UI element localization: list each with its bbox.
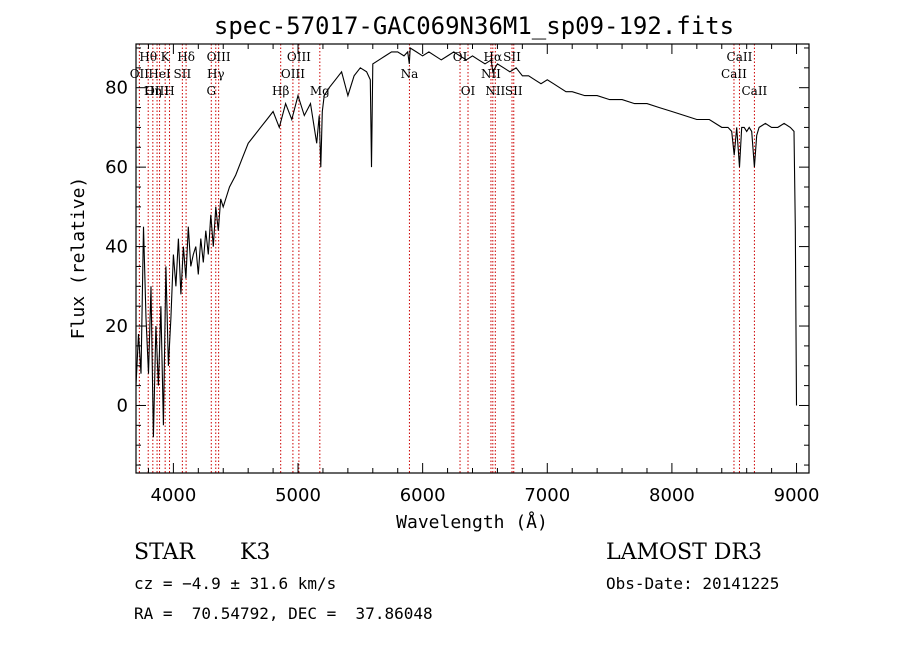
line-label-18: OI (461, 84, 476, 98)
spectral-line-labels: HθOIIOIIIHηHeIKHSIIHδGHγOIIIHβOIIIOIIIMg… (130, 50, 768, 98)
x-tick-label-2: 6000 (400, 485, 446, 506)
line-label-3: Hη (144, 84, 162, 98)
spectral-line-markers (138, 44, 755, 473)
line-label-25: CaII (727, 50, 753, 64)
line-label-10: Hγ (207, 67, 225, 81)
y-tick-label-3: 60 (105, 157, 128, 178)
line-label-23: SII (505, 84, 523, 98)
line-label-12: Hβ (272, 84, 289, 98)
obs-date: Obs-Date: 20141225 (606, 574, 780, 593)
coordinates: RA = 70.54792, DEC = 37.86048 (134, 604, 433, 623)
line-label-1: OII (130, 67, 150, 81)
y-tick-label-2: 40 (105, 237, 128, 258)
x-tick-label-5: 9000 (774, 485, 820, 506)
x-axis-label: Wavelength (Å) (396, 511, 548, 533)
line-label-7: SII (174, 67, 192, 81)
line-label-13: OIII (281, 67, 305, 81)
line-label-4: HeI (148, 67, 171, 81)
line-label-6: H (164, 84, 174, 98)
line-label-22: SII (503, 50, 521, 64)
line-label-0: Hθ (139, 50, 157, 64)
x-tick-label-1: 5000 (275, 485, 321, 506)
x-tick-label-4: 8000 (649, 485, 695, 506)
line-label-20: Hα (484, 50, 503, 64)
subclass: K3 (240, 540, 271, 565)
y-axis-ticks: 0 20 40 60 80 (105, 47, 809, 466)
line-label-2: OIII (145, 84, 169, 98)
line-label-5: K (161, 50, 171, 64)
y-axis-label: Flux (relative) (68, 177, 89, 340)
spectrum-line (135, 47, 798, 438)
object-type: STAR (134, 540, 195, 565)
line-label-14: OIII (287, 50, 311, 64)
x-tick-label-0: 4000 (150, 485, 196, 506)
line-label-16: Na (401, 67, 419, 81)
line-label-11: OIII (207, 50, 231, 64)
y-tick-label-1: 20 (105, 316, 128, 337)
line-label-26: CaII (741, 84, 767, 98)
line-label-8: Hδ (177, 50, 195, 64)
line-label-21: NII (485, 84, 505, 98)
line-label-9: G (206, 84, 216, 98)
x-axis-ticks: 4000 5000 6000 7000 8000 9000 (147, 44, 820, 506)
y-tick-label-4: 80 (105, 78, 128, 99)
x-tick-label-3: 7000 (524, 485, 570, 506)
survey-name: LAMOST DR3 (606, 540, 762, 565)
plot-frame (135, 43, 810, 474)
redshift-readout: cz = −4.9 ± 31.6 km/s (134, 574, 337, 593)
chart-title: spec-57017-GAC069N36M1_sp09-192.fits (214, 12, 734, 40)
line-label-19: NII (481, 67, 501, 81)
line-label-24: CaII (721, 67, 747, 81)
y-tick-label-0: 0 (117, 395, 128, 416)
